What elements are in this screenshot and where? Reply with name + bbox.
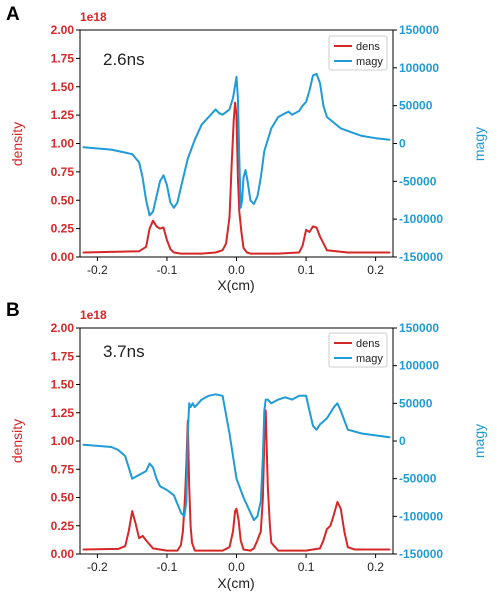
y2-tick-label: 0 <box>399 434 406 448</box>
y-tick-label: 0.50 <box>51 491 75 505</box>
y-tick-label: 0.75 <box>51 165 75 179</box>
x-tick-label: 0.1 <box>298 263 315 277</box>
y-tick-label: 0.00 <box>51 250 75 264</box>
x-tick-label: -0.2 <box>87 560 108 574</box>
y-tick-label: 1.50 <box>51 378 75 392</box>
y-tick-label: 1.00 <box>51 434 75 448</box>
x-tick-label: 0.2 <box>367 263 384 277</box>
x-tick-label: -0.1 <box>157 560 178 574</box>
y2-tick-label: 100000 <box>399 61 439 75</box>
y2-tick-label: -100000 <box>399 212 443 226</box>
x-tick-label: -0.1 <box>157 263 178 277</box>
y-tick-label: 0.50 <box>51 193 75 207</box>
panel-label: B <box>6 300 20 321</box>
ticks: -0.2 -0.1 0.0 0.1 0.2 0.00 0.25 0.50 0.75 1.00 1.2… <box>51 23 444 277</box>
legend: dens magy <box>328 332 388 368</box>
y-tick-label: 0.25 <box>51 222 75 236</box>
y2-tick-label: -100000 <box>399 509 443 523</box>
x-axis-label: X(cm) <box>217 575 254 591</box>
y2-axis-label: magy <box>471 424 487 458</box>
legend-entry-magy: magy <box>356 56 383 68</box>
series-lines <box>82 72 391 255</box>
x-axis-label: X(cm) <box>217 277 254 293</box>
y2-tick-label: -150000 <box>399 250 443 264</box>
y2-tick-label: -50000 <box>399 472 437 486</box>
panel-a: A 1e18 -0.2 -0.1 0.0 0.1 0.2 0.00 0.25 0.50 0.75… <box>6 4 487 293</box>
y2-tick-label: 150000 <box>399 321 439 335</box>
y2-tick-label: -150000 <box>399 547 443 561</box>
legend: dens magy <box>328 35 388 71</box>
time-annotation: 3.7ns <box>103 342 145 361</box>
x-tick-label: 0.0 <box>228 560 245 574</box>
y-tick-label: 2.00 <box>51 321 75 335</box>
y2-tick-label: 100000 <box>399 359 439 373</box>
legend-entry-dens: dens <box>356 338 380 350</box>
x-tick-label: 0.1 <box>298 560 315 574</box>
y-tick-label: 0.75 <box>51 462 75 476</box>
series-line-dens <box>82 101 391 255</box>
y-tick-label: 1.25 <box>51 406 75 420</box>
y-tick-label: 1.50 <box>51 80 75 94</box>
y-tick-label: 2.00 <box>51 23 75 37</box>
y-tick-label: 1.75 <box>51 51 75 65</box>
series-line-dens <box>82 409 391 552</box>
y2-tick-label: 150000 <box>399 23 439 37</box>
x-tick-label: 0.2 <box>367 560 384 574</box>
y-tick-label: 1.75 <box>51 349 75 363</box>
y2-tick-label: -50000 <box>399 174 437 188</box>
ticks: -0.2 -0.1 0.0 0.1 0.2 0.00 0.25 0.50 0.75 1.00 1.2… <box>51 321 444 574</box>
y2-tick-label: 0 <box>399 137 406 151</box>
y-tick-label: 1.00 <box>51 137 75 151</box>
panel-label: A <box>6 4 20 25</box>
y2-tick-label: 50000 <box>399 99 433 113</box>
series-line-magy <box>82 72 391 217</box>
panel-b: B 1e18 -0.2 -0.1 0.0 0.1 0.2 0.00 0.25 0.50 0.75… <box>6 300 487 591</box>
y-tick-label: 1.25 <box>51 108 75 122</box>
series-line-magy <box>82 393 391 522</box>
legend-entry-dens: dens <box>356 41 380 53</box>
y-axis-label: density <box>9 419 25 463</box>
x-tick-label: -0.2 <box>87 263 108 277</box>
y-tick-label: 0.25 <box>51 519 75 533</box>
time-annotation: 2.6ns <box>103 50 145 69</box>
y2-axis-label: magy <box>471 127 487 161</box>
x-tick-label: 0.0 <box>228 263 245 277</box>
y2-tick-label: 50000 <box>399 396 433 410</box>
series-lines <box>82 393 391 552</box>
y-axis-label: density <box>9 122 25 166</box>
y-tick-label: 0.00 <box>51 547 75 561</box>
legend-entry-magy: magy <box>356 353 383 365</box>
y-multiplier: 1e18 <box>80 10 107 24</box>
y-multiplier: 1e18 <box>80 308 107 322</box>
